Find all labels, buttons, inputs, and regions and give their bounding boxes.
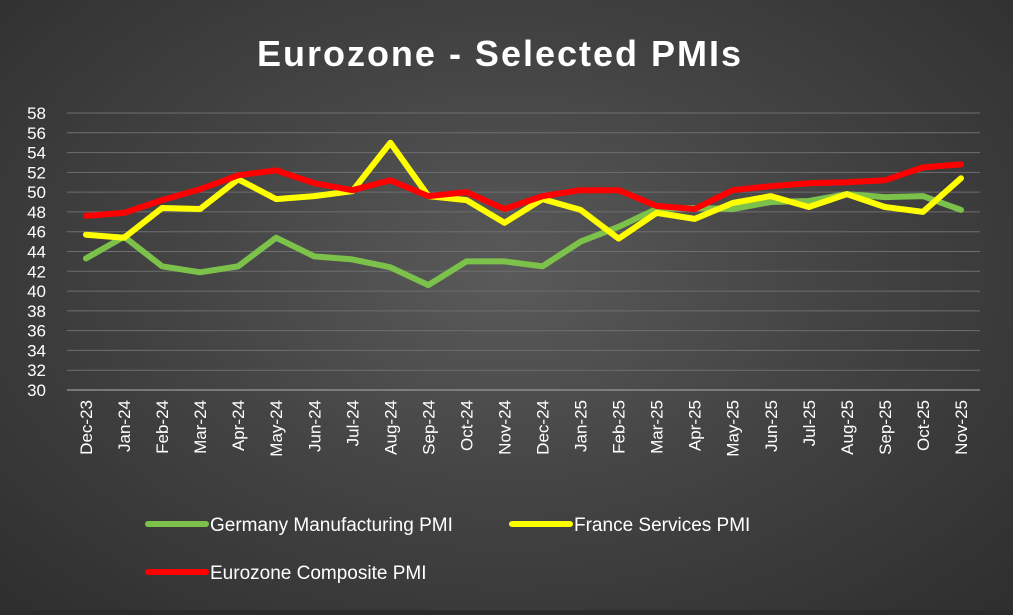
- chart-title: Eurozone - Selected PMIs: [257, 33, 743, 74]
- y-tick-label: 36: [27, 322, 46, 341]
- x-tick-label: Sep-24: [419, 400, 438, 455]
- x-tick-label: Jan-24: [115, 400, 134, 452]
- x-tick-label: Dec-24: [534, 400, 553, 455]
- x-tick-label: Jan-25: [572, 400, 591, 452]
- x-tick-label: Jun-25: [762, 400, 781, 452]
- legend-label: Germany Manufacturing PMI: [210, 515, 453, 536]
- y-tick-label: 40: [27, 282, 46, 301]
- x-tick-label: Sep-25: [876, 400, 895, 455]
- y-tick-label: 34: [27, 341, 46, 360]
- x-axis-ticks: Dec-23 Jan-24 Feb-24 Mar-24 Apr-24 May-24 Jun-…: [77, 400, 971, 457]
- x-tick-label: Nov-24: [495, 400, 514, 455]
- gridlines: [67, 112, 980, 391]
- x-tick-label: Feb-24: [153, 400, 172, 454]
- y-tick-label: 46: [27, 223, 46, 242]
- y-tick-label: 48: [27, 203, 46, 222]
- series-line: [83, 191, 964, 289]
- y-tick-label: 54: [27, 144, 46, 163]
- y-tick-label: 44: [27, 243, 46, 262]
- x-tick-label: Dec-23: [77, 400, 96, 455]
- x-tick-label: Mar-25: [648, 400, 667, 454]
- x-tick-label: May-25: [724, 400, 743, 457]
- x-tick-label: Apr-24: [229, 400, 248, 451]
- y-tick-label: 56: [27, 124, 46, 143]
- legend-label: France Services PMI: [574, 515, 750, 536]
- y-tick-label: 50: [27, 183, 46, 202]
- legend-label: Eurozone Composite PMI: [210, 563, 427, 584]
- y-tick-label: 52: [27, 163, 46, 182]
- series-lines: [83, 139, 964, 289]
- series-line: [83, 139, 964, 242]
- x-tick-label: Feb-25: [610, 400, 629, 454]
- x-tick-label: Jul-25: [800, 400, 819, 446]
- x-tick-label: Oct-24: [457, 400, 476, 451]
- y-tick-label: 30: [27, 381, 46, 400]
- y-tick-label: 42: [27, 262, 46, 281]
- x-tick-label: Mar-24: [191, 400, 210, 454]
- x-tick-label: Aug-25: [838, 400, 857, 455]
- x-tick-label: Jul-24: [343, 400, 362, 446]
- legend: Germany Manufacturing PMI France Services…: [145, 515, 750, 584]
- y-tick-label: 38: [27, 302, 46, 321]
- x-tick-label: Aug-24: [381, 400, 400, 455]
- x-tick-label: Oct-25: [914, 400, 933, 451]
- x-tick-label: May-24: [267, 400, 286, 457]
- x-tick-label: Apr-25: [686, 400, 705, 451]
- series-line: [83, 161, 964, 219]
- x-tick-label: Nov-25: [952, 400, 971, 455]
- y-tick-label: 58: [27, 104, 46, 123]
- y-tick-label: 32: [27, 361, 46, 380]
- x-tick-label: Jun-24: [305, 400, 324, 452]
